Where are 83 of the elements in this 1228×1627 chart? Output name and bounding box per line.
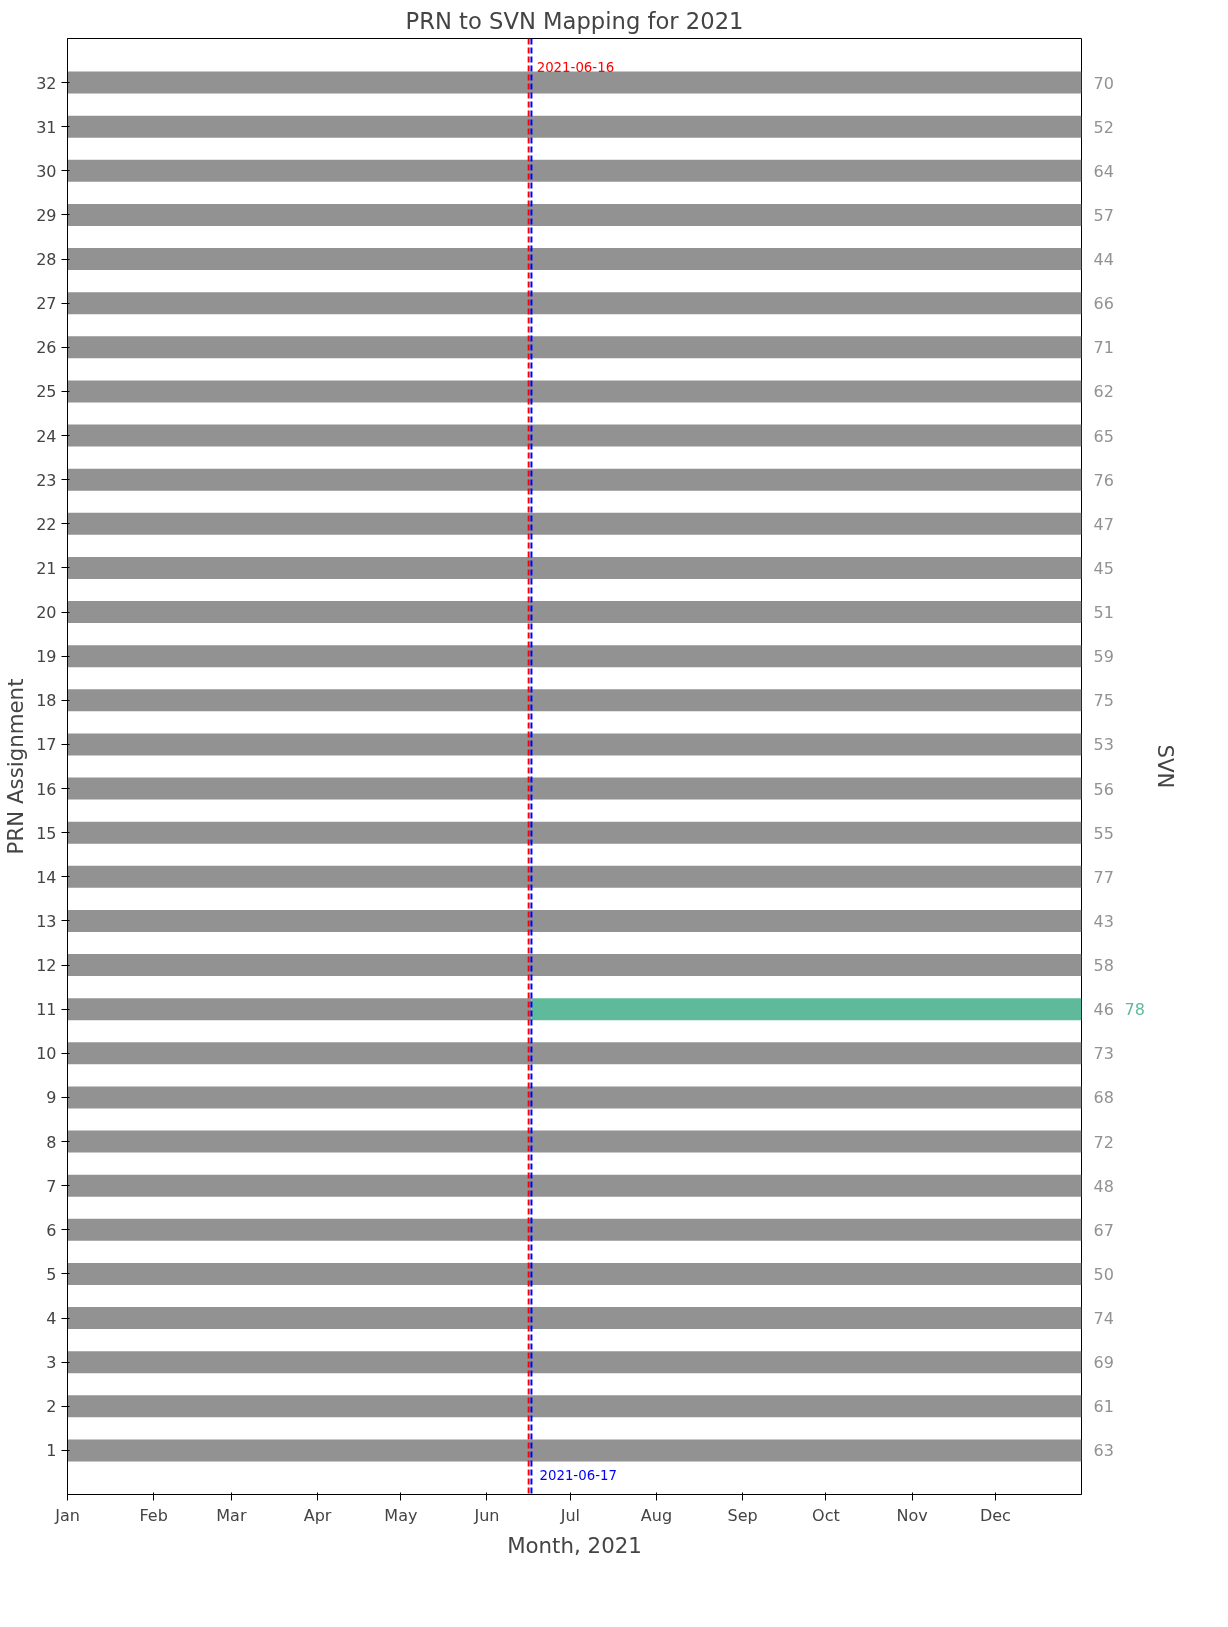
y-axis-title: PRN Assignment (3, 678, 29, 855)
x-tick-label: Oct (812, 1505, 840, 1525)
annotation: 46 (1093, 1000, 1114, 1020)
y-tick-label: 25 (36, 382, 57, 402)
y-tick-label: 28 (36, 250, 57, 270)
y-tick-label: 13 (36, 911, 57, 931)
x-axis-title: Month, 2021 (507, 1532, 642, 1558)
y-tick-label: 24 (36, 426, 57, 446)
annotation: 58 (1093, 956, 1114, 976)
annotation: 52 (1093, 117, 1114, 137)
chart-title: PRN to SVN Mapping for 2021 (405, 7, 744, 34)
x-tick-label: Mar (216, 1505, 247, 1525)
annotation: 64 (1093, 161, 1114, 181)
annotation: 50 (1093, 1264, 1114, 1284)
y-tick-label: 16 (36, 779, 57, 799)
y-tick-label: 18 (36, 691, 57, 711)
annotation: 67 (1093, 1220, 1114, 1240)
y-tick-label: 31 (36, 117, 57, 137)
ref-line-label: 2021-06-17 (539, 1467, 617, 1483)
annotation: 48 (1093, 1176, 1114, 1196)
x-tick-label: Aug (640, 1505, 673, 1525)
y-tick-label: 3 (46, 1353, 57, 1373)
annotation: 76 (1093, 470, 1114, 490)
y-tick-label: 9 (46, 1088, 57, 1108)
annotation: 68 (1093, 1088, 1114, 1108)
y-tick-label: 26 (36, 338, 57, 358)
annotation: 47 (1093, 514, 1114, 534)
annotation: 62 (1093, 382, 1114, 402)
annotation: 70 (1093, 73, 1114, 93)
x-tick-label: May (384, 1505, 418, 1525)
x-tick-label: Feb (139, 1505, 168, 1525)
y-tick-label: 14 (36, 867, 57, 887)
annotation: 45 (1093, 558, 1114, 578)
annotation: 78 (1124, 1000, 1145, 1020)
annotation: 59 (1093, 647, 1114, 667)
y-tick-label: 6 (46, 1220, 57, 1240)
annotation: 65 (1093, 426, 1114, 446)
annotation: 69 (1093, 1353, 1114, 1373)
y-tick-label: 21 (36, 558, 57, 578)
x-tick-label: Apr (303, 1505, 332, 1525)
annotation: 56 (1093, 779, 1114, 799)
y2-axis-title: SVN (1152, 744, 1178, 789)
annotation: 61 (1093, 1397, 1114, 1417)
y-tick-label: 15 (36, 823, 57, 843)
y-tick-label: 23 (36, 470, 57, 490)
y-tick-label: 12 (36, 956, 57, 976)
annotation: 77 (1093, 867, 1114, 887)
x-tick-label: Jan (54, 1505, 80, 1525)
y-tick-label: 32 (36, 73, 57, 93)
y-tick-label: 7 (46, 1176, 57, 1196)
y-tick-label: 10 (36, 1044, 57, 1064)
y-tick-label: 29 (36, 205, 57, 225)
y-tick-label: 30 (36, 161, 57, 181)
y-tick-label: 8 (46, 1132, 57, 1152)
y-tick-label: 11 (36, 1000, 57, 1020)
x-tick-label: Jun (473, 1505, 500, 1525)
x-tick-label: Sep (727, 1505, 758, 1525)
y-tick-label: 4 (46, 1309, 57, 1329)
annotation: 66 (1093, 294, 1114, 314)
annotation: 71 (1093, 338, 1114, 358)
annotation: 44 (1093, 250, 1114, 270)
x-tick-label: Dec (979, 1505, 1011, 1525)
y-tick-label: 2 (46, 1397, 57, 1417)
annotation: 75 (1093, 691, 1114, 711)
ref-line-label: 2021-06-16 (536, 60, 615, 76)
x-tick-label: Jul (559, 1505, 580, 1525)
y-tick-label: 27 (36, 294, 57, 314)
annotation: 73 (1093, 1044, 1114, 1064)
y-tick-label: 22 (36, 514, 57, 534)
annotation: 55 (1093, 823, 1114, 843)
annotation: 72 (1093, 1132, 1114, 1152)
y-tick-label: 19 (36, 647, 57, 667)
annotation: 53 (1093, 735, 1114, 755)
annotation: 57 (1093, 205, 1114, 225)
annotation: 63 (1093, 1441, 1114, 1461)
x-tick-label: Nov (896, 1505, 928, 1525)
annotation: 74 (1093, 1309, 1114, 1329)
y-tick-label: 17 (36, 735, 57, 755)
y-tick-label: 1 (46, 1441, 57, 1461)
annotation: 43 (1093, 911, 1114, 931)
y-tick-label: 5 (46, 1264, 57, 1284)
y-tick-label: 20 (36, 603, 57, 623)
annotation: 51 (1093, 603, 1114, 623)
